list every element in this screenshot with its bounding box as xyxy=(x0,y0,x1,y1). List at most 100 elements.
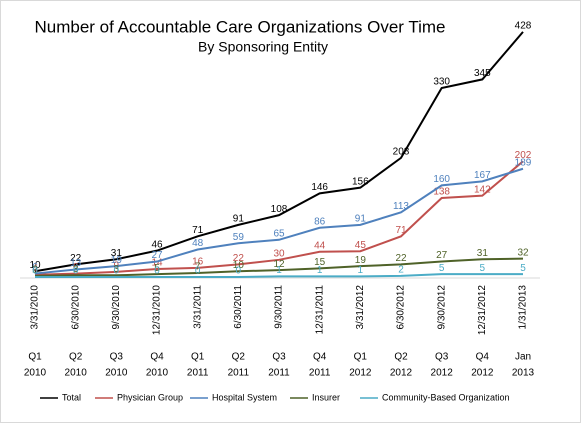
x-quarter-label: Q4 xyxy=(150,352,164,363)
x-year-label: 2010 xyxy=(24,368,47,379)
data-label: 208 xyxy=(393,147,410,158)
data-label: 1 xyxy=(358,265,364,276)
data-label: 71 xyxy=(395,225,407,236)
legend-label: Insurer xyxy=(312,392,340,402)
legend-label: Physician Group xyxy=(117,392,183,402)
data-label: 1 xyxy=(276,265,282,276)
data-label: 27 xyxy=(436,250,448,261)
x-tick-label: 9/30/2010 xyxy=(111,285,122,330)
data-label: 19 xyxy=(355,255,367,266)
data-label: 5 xyxy=(439,263,445,274)
x-quarter-label: Q3 xyxy=(272,352,286,363)
data-label: 0 xyxy=(32,266,38,277)
data-label: 138 xyxy=(433,187,450,198)
x-tick-label: 3/31/2010 xyxy=(30,285,41,330)
chart-title: Number of Accountable Care Organizations… xyxy=(34,17,445,36)
x-tick-label: 9/30/2011 xyxy=(274,285,285,329)
x-year-label: 2013 xyxy=(512,368,535,379)
x-tick-label: 9/30/2012 xyxy=(436,285,447,330)
data-label: 22 xyxy=(70,253,82,264)
x-tick-label: 12/31/2010 xyxy=(152,285,163,335)
data-label: 14 xyxy=(151,258,163,269)
data-label: 59 xyxy=(233,232,245,243)
data-label: 71 xyxy=(192,225,204,236)
data-label: 7 xyxy=(195,262,201,273)
x-quarter-label: Q3 xyxy=(435,352,449,363)
data-label: 30 xyxy=(273,248,285,259)
data-label: 10 xyxy=(29,260,41,271)
x-year-label: 2011 xyxy=(228,368,250,379)
x-tick-label: 6/30/2011 xyxy=(233,285,244,329)
data-label: 16 xyxy=(192,256,204,267)
data-label: 48 xyxy=(192,238,204,249)
legend-label: Community-Based Organization xyxy=(382,392,510,402)
legend-item: Community-Based Organization xyxy=(360,392,510,402)
x-year-label: 2011 xyxy=(268,368,290,379)
data-label: 31 xyxy=(477,248,489,259)
data-label: 31 xyxy=(111,248,123,259)
data-label: 0 xyxy=(154,266,160,277)
legend-item: Total xyxy=(40,392,81,402)
data-label: 5 xyxy=(154,263,160,274)
series-line xyxy=(35,273,523,278)
data-label: 4 xyxy=(32,263,38,274)
data-label: 91 xyxy=(233,214,245,225)
x-year-label: 2010 xyxy=(146,368,169,379)
data-label: 6 xyxy=(32,262,38,273)
legend-label: Total xyxy=(62,392,81,402)
data-label: 0 xyxy=(114,266,120,277)
x-quarter-label: Jan xyxy=(515,352,531,363)
x-year-label: 2011 xyxy=(187,368,209,379)
data-label: 0 xyxy=(195,266,201,277)
data-label: 428 xyxy=(515,21,532,32)
series-line xyxy=(34,257,524,277)
legend-label: Hospital System xyxy=(212,392,277,402)
data-label: 45 xyxy=(355,240,367,251)
data-label: 3 xyxy=(114,264,120,275)
x-quarter-label: Q1 xyxy=(354,352,368,363)
data-label: 5 xyxy=(480,263,486,274)
x-quarter-label: Q1 xyxy=(28,352,42,363)
x-quarter-label: Q2 xyxy=(232,352,246,363)
series-line xyxy=(34,167,524,275)
x-year-label: 2010 xyxy=(65,368,88,379)
x-tick-label: 6/30/2012 xyxy=(396,285,407,330)
x-year-label: 2012 xyxy=(471,368,494,379)
x-tick-label: 1/31/2013 xyxy=(518,285,529,330)
data-label: 13 xyxy=(70,258,82,269)
data-label: 65 xyxy=(273,228,285,239)
data-label: 32 xyxy=(517,247,529,258)
data-label: 5 xyxy=(520,263,526,274)
x-tick-label: 3/31/2012 xyxy=(355,285,366,330)
data-label: 86 xyxy=(314,216,326,227)
x-quarter-label: Q3 xyxy=(110,352,124,363)
data-label: 146 xyxy=(311,182,328,193)
chart-subtitle: By Sponsoring Entity xyxy=(198,39,328,55)
data-label: 1 xyxy=(317,265,323,276)
data-label: 12 xyxy=(273,259,285,270)
data-label: 202 xyxy=(515,150,532,161)
data-label: 156 xyxy=(352,176,369,187)
data-label: 91 xyxy=(355,214,367,225)
data-label: 142 xyxy=(474,184,491,195)
data-label: 19 xyxy=(111,255,123,266)
data-label: 46 xyxy=(151,239,163,250)
data-label: 3 xyxy=(73,264,79,275)
data-label: 10 xyxy=(233,260,245,271)
data-label: 6 xyxy=(73,262,79,273)
data-label: 330 xyxy=(433,77,450,88)
data-label: 22 xyxy=(395,253,407,264)
x-year-label: 2010 xyxy=(105,368,128,379)
x-quarter-label: Q1 xyxy=(191,352,205,363)
x-quarter-label: Q4 xyxy=(313,352,327,363)
data-label: 44 xyxy=(314,240,326,251)
series-line xyxy=(34,160,524,276)
data-label: 108 xyxy=(271,204,288,215)
x-quarter-label: Q4 xyxy=(476,352,490,363)
x-year-label: 2012 xyxy=(431,368,454,379)
x-tick-label: 12/31/2012 xyxy=(477,285,488,335)
series-line xyxy=(34,31,524,273)
